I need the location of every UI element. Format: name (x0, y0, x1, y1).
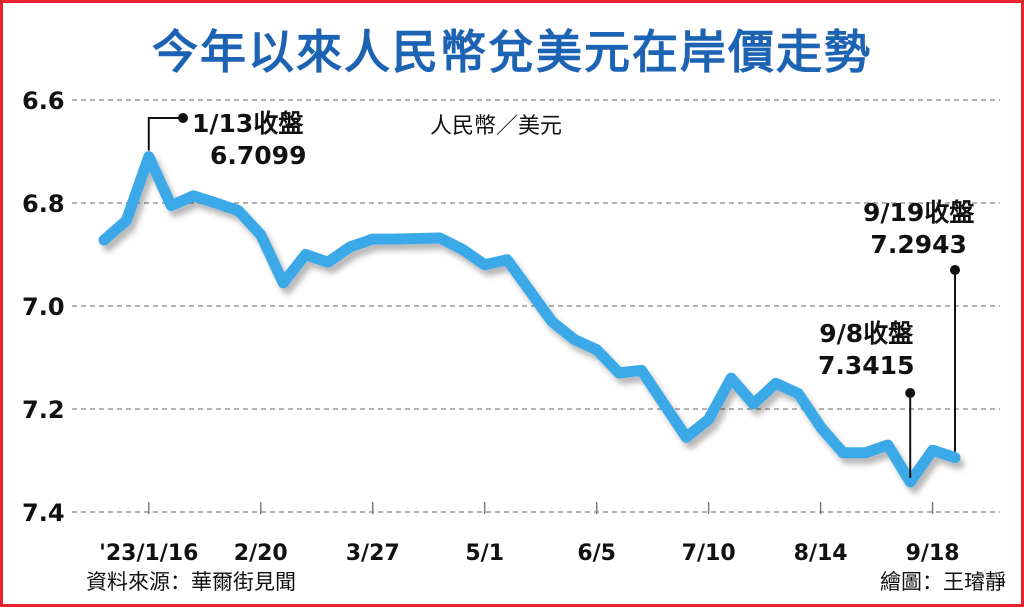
x-tick-label: 2/20 (234, 541, 288, 566)
y-tick-label: 6.6 (22, 87, 65, 115)
y-tick-label: 7.0 (22, 293, 65, 321)
leader-sep19-dot (950, 265, 960, 275)
x-tick-label: 3/27 (346, 541, 400, 566)
y-tick-label: 7.4 (22, 499, 65, 527)
leader-jan13 (147, 117, 183, 151)
annotation-sep19-value: 7.2943 (870, 230, 967, 259)
annotation-jan13-date: 1/13收盤 (192, 109, 304, 138)
graphic-credit: 繪圖：王璿靜 (880, 570, 1006, 594)
annotation-jan13: 1/13收盤 6.7099 (192, 108, 306, 172)
series-line (98, 151, 961, 488)
x-tick-label: 9/18 (906, 541, 960, 566)
y-tick-label: 7.2 (22, 396, 65, 424)
unit-label: 人民幣／美元 (430, 114, 563, 139)
x-tick-label: 5/1 (465, 541, 504, 566)
annotation-sep8: 9/8收盤 7.3415 (818, 318, 914, 382)
annotation-sep19-date: 9/19收盤 (863, 198, 975, 227)
leader-jan13-dot (178, 113, 188, 123)
x-tick-label: '23/1/16 (99, 541, 198, 566)
y-tick-label: 6.8 (22, 190, 65, 218)
x-tick-label: 7/10 (682, 541, 736, 566)
annotation-sep8-value: 7.3415 (818, 351, 915, 380)
x-tick-label: 6/5 (577, 541, 616, 566)
annotation-sep8-date: 9/8收盤 (819, 319, 914, 348)
x-tick-label: 8/14 (794, 541, 848, 566)
data-source: 資料來源：華爾街見聞 (86, 570, 296, 594)
annotation-sep19: 9/19收盤 7.2943 (863, 197, 974, 261)
chart-title: 今年以來人民幣兌美元在岸價走勢 (152, 25, 872, 79)
leader-sep8-dot (905, 388, 916, 398)
annotation-jan13-value: 6.7099 (210, 141, 307, 170)
